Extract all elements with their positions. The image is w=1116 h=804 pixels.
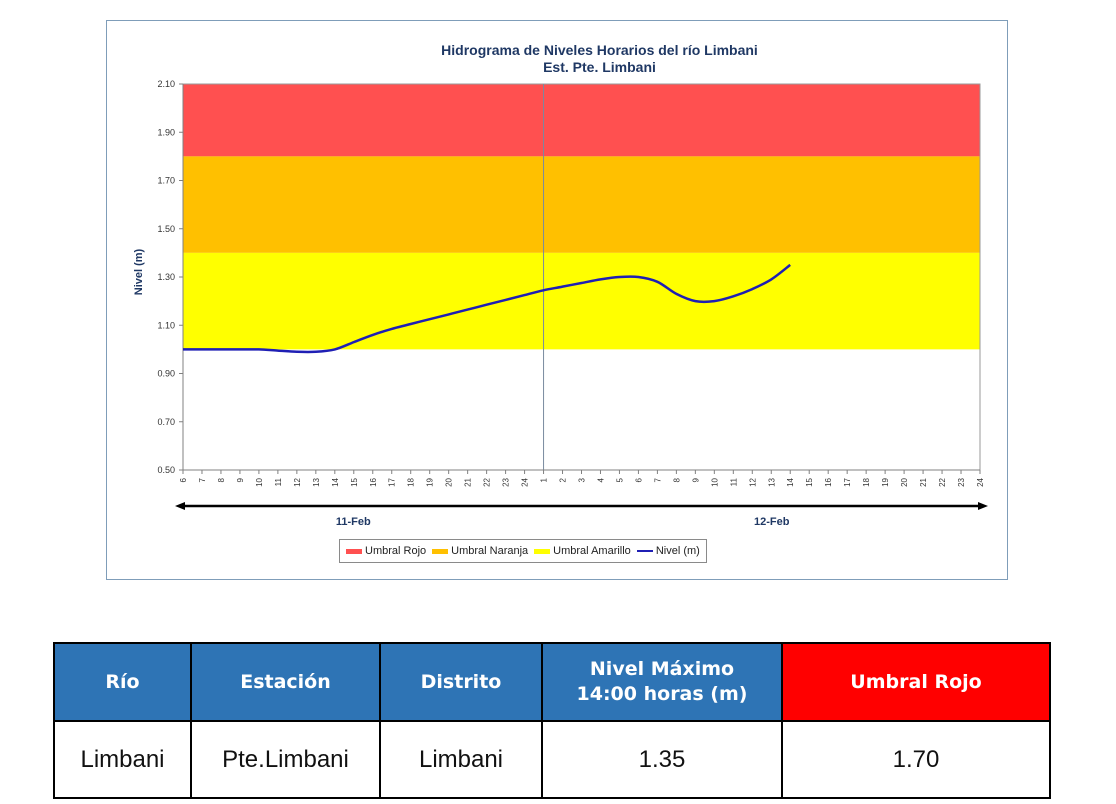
x-tick-label: 15	[350, 477, 359, 486]
x-tick-label: 23	[502, 477, 511, 486]
legend-item-rojo: Umbral Rojo	[346, 545, 426, 557]
x-tick-label: 21	[464, 477, 473, 486]
x-tick-label: 19	[881, 477, 890, 486]
x-tick-label: 13	[767, 477, 776, 486]
header-nivel-maximo: Nivel Máximo 14:00 horas (m)	[541, 642, 783, 722]
summary-table: Río Estación Distrito Nivel Máximo 14:00…	[53, 642, 1051, 799]
table-header-row: Río Estación Distrito Nivel Máximo 14:00…	[53, 642, 1051, 722]
x-tick-label: 3	[578, 477, 587, 482]
x-tick-label: 12	[748, 477, 757, 486]
x-tick-label: 7	[653, 477, 662, 482]
x-tick-label: 11	[274, 477, 283, 486]
x-tick-label: 8	[672, 477, 681, 482]
x-tick-label: 17	[388, 477, 397, 486]
x-tick-label: 1	[540, 477, 549, 482]
x-tick-label: 21	[919, 477, 928, 486]
x-tick-label: 22	[938, 477, 947, 486]
header-umbral-rojo: Umbral Rojo	[781, 642, 1051, 722]
cell-nivel-maximo: 1.35	[541, 720, 783, 799]
hydrograph-chart: Hidrograma de Niveles Horarios del río L…	[133, 42, 988, 528]
x-tick-label: 19	[426, 477, 435, 486]
legend-swatch-amarillo	[534, 548, 551, 554]
series-line-nivel	[182, 263, 791, 354]
legend-item-nivel: Nivel (m)	[636, 545, 700, 557]
y-tick-label: 1.90	[157, 127, 175, 137]
chart-subtitle: Est. Pte. Limbani	[543, 59, 656, 75]
day-label: 11-Feb	[336, 516, 371, 528]
y-tick-label: 0.90	[157, 369, 175, 379]
x-tick-label: 24	[976, 477, 985, 486]
x-tick-label: 13	[312, 477, 321, 486]
timeline-arrow-right-head	[978, 502, 988, 510]
y-tick-label: 1.30	[157, 272, 175, 282]
x-tick-label: 17	[843, 477, 852, 486]
legend: Umbral Rojo Umbral Naranja Umbral Amaril…	[339, 539, 707, 563]
legend-label: Umbral Naranja	[451, 545, 529, 557]
x-tick-label: 6	[634, 477, 643, 482]
y-tick-label: 0.50	[157, 465, 175, 475]
x-tick-label: 18	[407, 477, 416, 486]
x-tick-label: 14	[331, 477, 340, 486]
legend-item-amarillo: Umbral Amarillo	[534, 545, 631, 557]
timeline-arrow-left-head	[175, 502, 185, 510]
x-tick-label: 12	[293, 477, 302, 486]
x-tick-label: 22	[483, 477, 492, 486]
y-tick-label: 1.10	[157, 320, 175, 330]
y-axis-label: Nivel (m)	[133, 248, 145, 295]
legend-label: Nivel (m)	[655, 545, 700, 557]
x-tick-label: 15	[805, 477, 814, 486]
x-tick-label: 23	[957, 477, 966, 486]
x-tick-label: 6	[179, 477, 188, 482]
cell-umbral-rojo: 1.70	[781, 720, 1051, 799]
x-tick-label: 10	[255, 477, 264, 486]
y-tick-label: 2.10	[157, 79, 175, 89]
x-tick-label: 24	[521, 477, 530, 486]
table-row: Limbani Pte.Limbani Limbani 1.35 1.70	[53, 720, 1051, 799]
x-tick-label: 2	[559, 477, 568, 482]
x-tick-label: 4	[596, 477, 605, 482]
y-tick-label: 0.70	[157, 417, 175, 427]
x-tick-label: 14	[786, 477, 795, 486]
cell-estacion: Pte.Limbani	[190, 720, 381, 799]
y-tick-label: 1.50	[157, 224, 175, 234]
band-umbral-naranja	[183, 156, 980, 253]
header-nivel-line1: Nivel Máximo	[589, 658, 735, 681]
chart-title: Hidrograma de Niveles Horarios del río L…	[441, 42, 758, 58]
x-tick-label: 18	[862, 477, 871, 486]
legend-label: Umbral Amarillo	[553, 545, 631, 557]
header-distrito: Distrito	[379, 642, 543, 722]
header-nivel-line2: 14:00 horas (m)	[576, 683, 748, 705]
x-tick-label: 7	[198, 477, 207, 482]
legend-swatch-rojo	[346, 548, 362, 554]
legend-item-naranja: Umbral Naranja	[432, 545, 528, 557]
band-umbral-rojo	[183, 84, 980, 157]
x-tick-label: 9	[236, 477, 245, 482]
legend-swatch-naranja	[432, 548, 449, 554]
band-umbral-amarillo	[183, 252, 980, 350]
legend-swatch-nivel	[636, 550, 653, 552]
legend-label: Umbral Rojo	[365, 545, 427, 557]
x-tick-label: 9	[691, 477, 700, 482]
x-tick-label: 16	[369, 477, 378, 486]
x-tick-label: 20	[900, 477, 909, 486]
cell-distrito: Limbani	[379, 720, 543, 799]
header-rio: Río	[53, 642, 192, 722]
chart-frame: Hidrograma de Niveles Horarios del río L…	[106, 20, 1008, 580]
x-tick-label: 16	[824, 477, 833, 486]
x-tick-label: 20	[445, 477, 454, 486]
day-label: 12-Feb	[754, 516, 790, 528]
x-tick-label: 10	[710, 477, 719, 486]
y-tick-label: 1.70	[157, 176, 175, 186]
x-tick-label: 8	[217, 477, 226, 482]
header-estacion: Estación	[190, 642, 381, 722]
cell-rio: Limbani	[53, 720, 192, 799]
x-tick-label: 5	[615, 477, 624, 482]
x-tick-label: 11	[729, 477, 738, 486]
